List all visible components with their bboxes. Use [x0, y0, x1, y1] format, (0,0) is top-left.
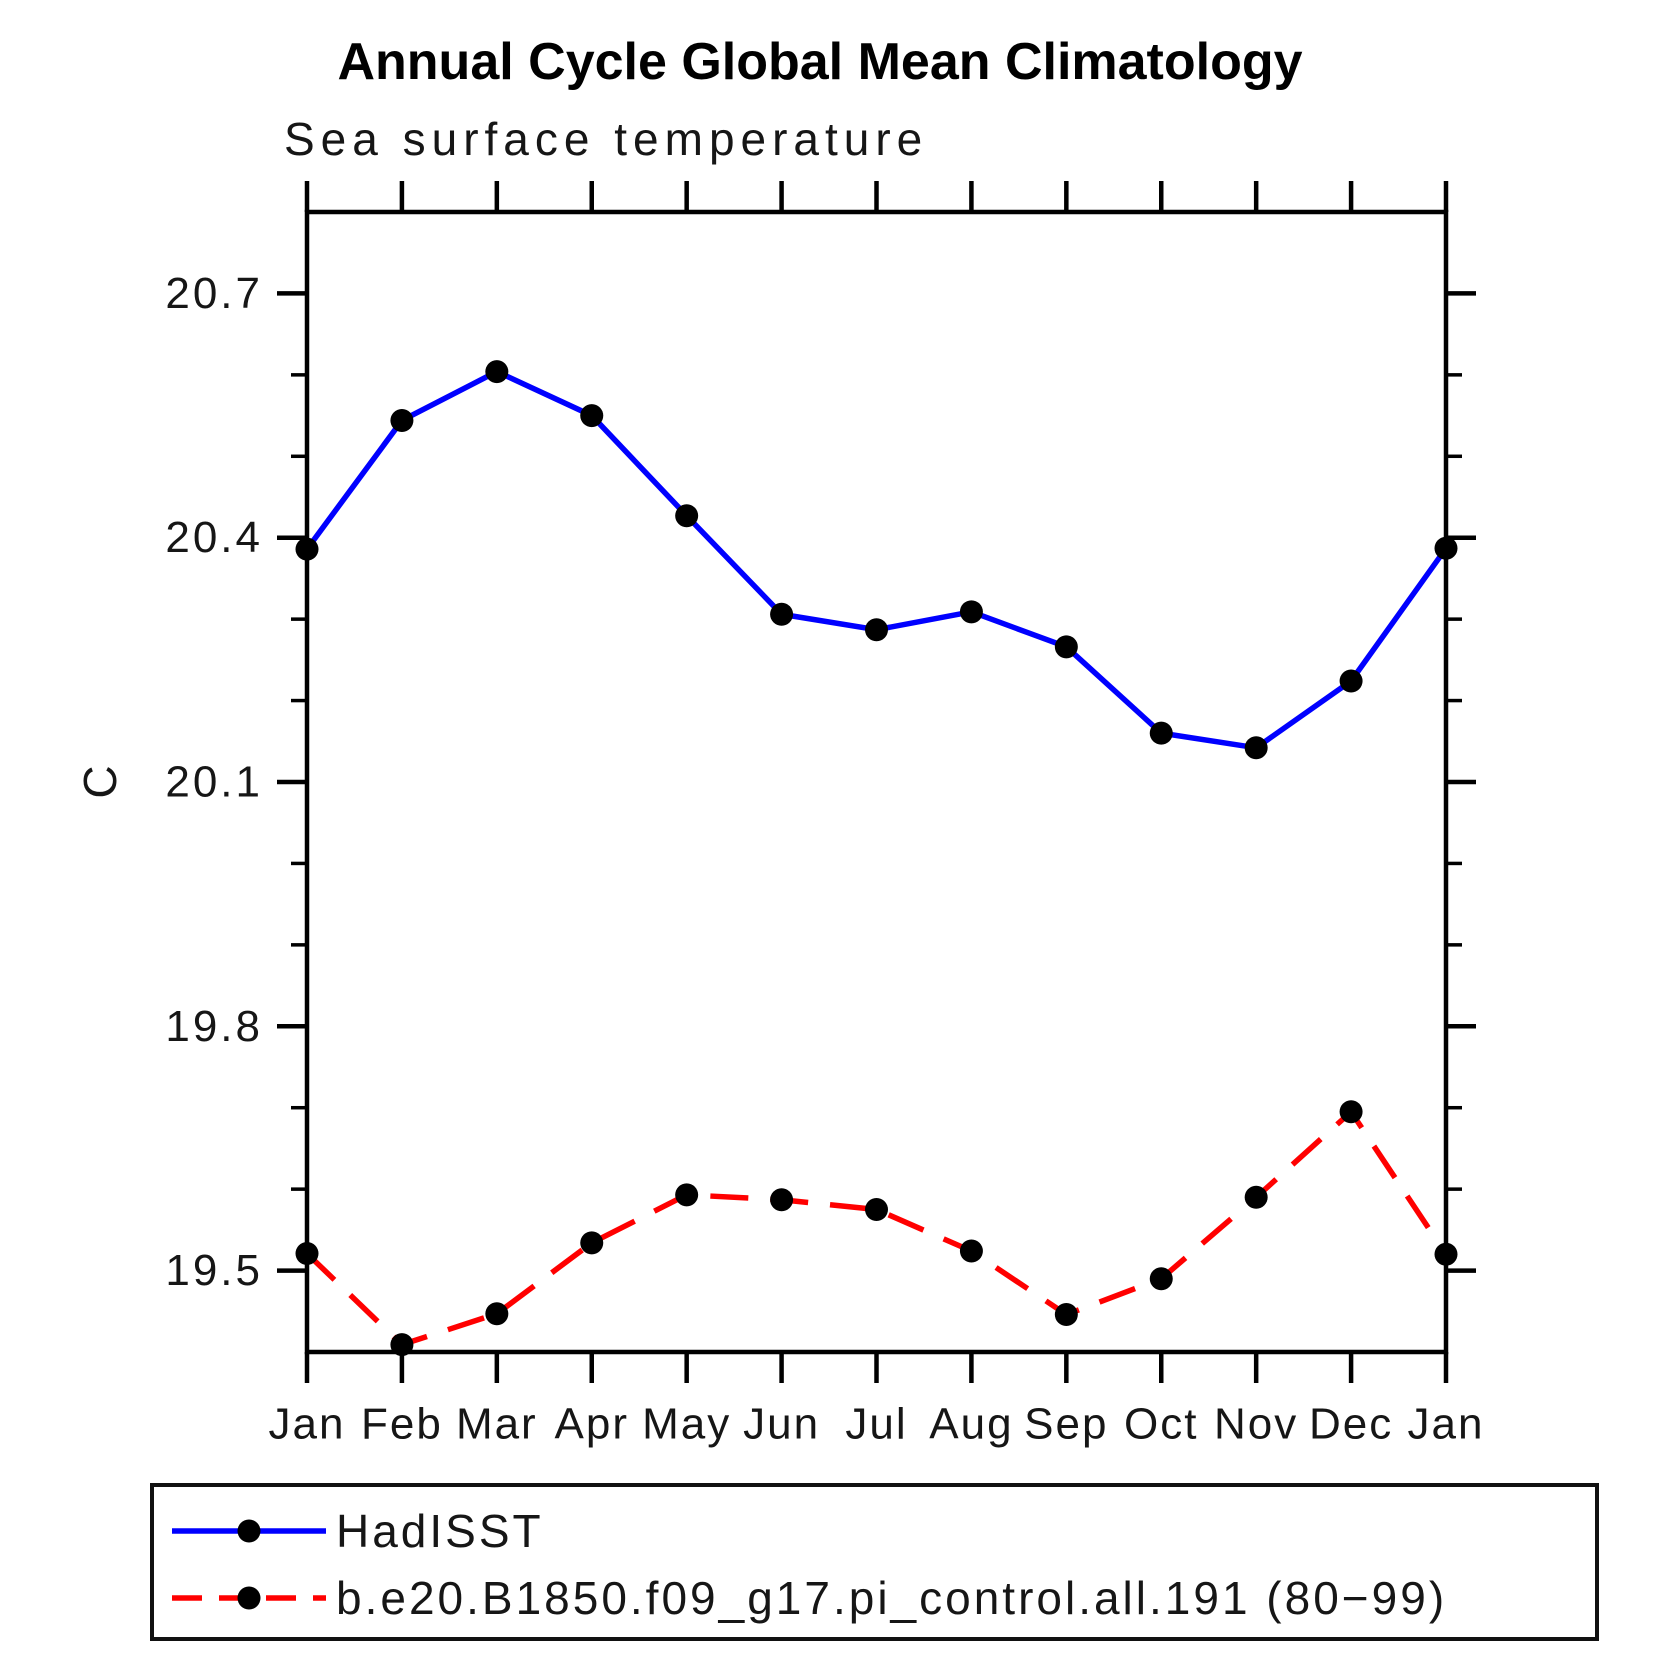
- data-point-hadisst: [1054, 635, 1078, 659]
- y-tick-label: 20.4: [165, 513, 263, 562]
- data-point-hadisst: [580, 404, 604, 428]
- legend-label-model: b.e20.B1850.f09_g17.pi_control.all.191 (…: [336, 1572, 1448, 1624]
- y-tick-label: 20.1: [165, 758, 263, 807]
- data-point-hadisst: [959, 600, 983, 624]
- data-point-hadisst: [770, 602, 794, 626]
- x-tick-label: Nov: [1214, 1400, 1298, 1449]
- data-point-hadisst: [485, 360, 509, 384]
- chart-subtitle: Sea surface temperature: [284, 113, 929, 165]
- model-line-sample-icon: [172, 1586, 326, 1610]
- x-tick-label: Mar: [456, 1400, 538, 1449]
- data-point-model: [675, 1183, 699, 1207]
- data-point-model: [390, 1333, 414, 1357]
- data-point-model: [1244, 1185, 1268, 1209]
- data-point-hadisst: [675, 504, 699, 528]
- x-tick-label: Oct: [1124, 1400, 1198, 1449]
- x-tick-label: Jun: [743, 1400, 820, 1449]
- x-tick-label: Feb: [361, 1400, 443, 1449]
- data-point-hadisst: [1339, 669, 1363, 693]
- data-point-model: [1149, 1267, 1173, 1291]
- x-tick-label: Apr: [555, 1400, 629, 1449]
- data-point-hadisst: [1149, 721, 1173, 745]
- x-tick-label: Sep: [1024, 1400, 1108, 1449]
- legend-entry-hadisst: HadISST: [168, 1505, 544, 1557]
- x-tick-label: May: [642, 1400, 731, 1449]
- data-point-hadisst: [1244, 736, 1268, 760]
- series-line-model: [305, 1107, 1449, 1348]
- legend-box: HadISST b.e20.B1850.f09_g17.pi_control.a…: [150, 1483, 1599, 1641]
- data-point-model: [295, 1241, 319, 1265]
- x-tick-label: Aug: [929, 1400, 1013, 1449]
- x-tick-label: Jan: [1408, 1400, 1485, 1449]
- data-point-hadisst: [390, 408, 414, 432]
- legend-entry-model: b.e20.B1850.f09_g17.pi_control.all.191 (…: [168, 1572, 1447, 1624]
- data-point-hadisst: [1434, 536, 1458, 560]
- data-point-model: [580, 1231, 604, 1255]
- series-line-hadisst: [304, 368, 1449, 751]
- data-point-model: [770, 1188, 794, 1212]
- data-point-model: [865, 1198, 888, 1221]
- data-point-hadisst: [295, 537, 319, 561]
- legend-label-hadisst: HadISST: [336, 1505, 544, 1557]
- data-point-model: [1434, 1242, 1458, 1266]
- data-point-model: [485, 1302, 509, 1326]
- x-tick-label: Jan: [269, 1400, 346, 1449]
- hadisst-line-sample-icon: [172, 1519, 326, 1543]
- y-tick-label: 19.8: [165, 1002, 263, 1051]
- chart-title: Annual Cycle Global Mean Climatology: [337, 33, 1303, 91]
- y-axis-title: C: [74, 765, 126, 798]
- data-point-model: [959, 1239, 983, 1263]
- data-point-hadisst: [865, 618, 888, 642]
- data-point-model: [1054, 1303, 1078, 1327]
- x-tick-label: Jul: [845, 1400, 907, 1449]
- y-tick-label: 19.5: [165, 1246, 263, 1295]
- data-point-model: [1339, 1100, 1363, 1124]
- y-tick-label: 20.7: [165, 269, 263, 318]
- x-tick-label: Dec: [1309, 1400, 1393, 1449]
